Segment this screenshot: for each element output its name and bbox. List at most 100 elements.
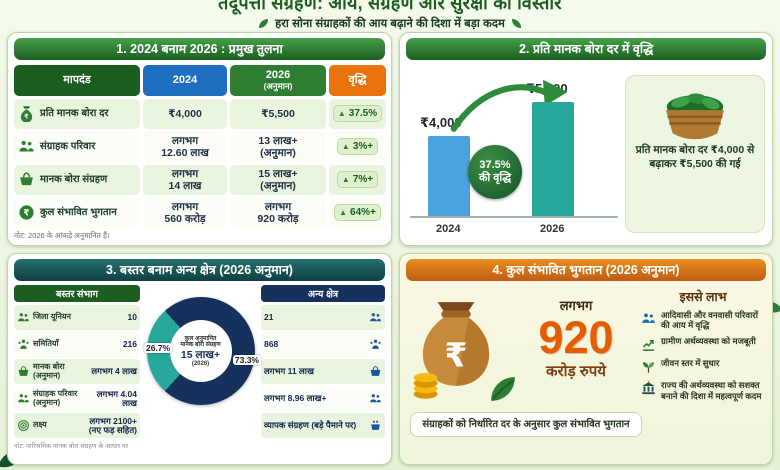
benefit-item: आदिवासी और वनवासी परिवारों की आय में वृद… <box>641 310 765 330</box>
value-2026: लगभग 920 करोड़ <box>230 197 326 228</box>
growth-value: 3%+ <box>352 141 374 153</box>
value-2024: ₹4,000 <box>143 98 227 129</box>
family-icon <box>18 138 35 155</box>
row-label: मानक बोरा (अनुमान) <box>33 362 65 380</box>
region-row: समितियाँ 216 <box>14 332 140 358</box>
value-2024: लगभग 12.60 लाख <box>143 131 227 162</box>
benefit-item: जीवन स्तर में सुधार <box>641 358 765 374</box>
people-icon <box>641 311 656 326</box>
bastar-column-header: बस्तर संभाग <box>14 285 140 303</box>
other-value: लगभग 8.96 लाख+ <box>264 393 327 404</box>
growth-value: 64%+ <box>350 207 376 219</box>
benefit-text: ग्रामीण अर्थव्यवस्था को मजबूती <box>661 336 756 347</box>
growth-badge: ▲ 3%+ <box>336 138 379 156</box>
approx-label: लगभग <box>559 298 593 313</box>
badge-percent: 37.5% <box>479 159 511 172</box>
bar-value-2024: ₹4,000 <box>420 115 462 130</box>
growth-cell: ▲ 3%+ <box>329 131 386 162</box>
value-2024: लगभग 14 लाख <box>143 164 227 195</box>
donut-percent-bastar: 26.7% <box>144 343 173 354</box>
table-row-metric: संग्राहक परिवार <box>14 131 140 162</box>
panels-grid: 1. 2024 बनाम 2026 : प्रमुख तुलना मापदंड … <box>0 30 780 465</box>
total-payment-amount: लगभग 920 करोड़ रुपये <box>512 296 640 381</box>
panel-bastar-vs-other: 3. बस्तर बनाम अन्य क्षेत्र (2026 अनुमान)… <box>7 253 392 465</box>
up-arrow-icon: ▲ <box>337 109 346 119</box>
bastar-value: लगभग 4.04 लाख <box>96 388 137 408</box>
up-arrow-icon: ▲ <box>341 175 350 185</box>
row-label: संग्राहक परिवार (अनुमान) <box>33 389 78 407</box>
benefits-title: इससे लाभ <box>679 290 727 304</box>
committee-icon <box>369 338 382 351</box>
bar-2024 <box>428 136 470 216</box>
chart-axis <box>410 216 618 218</box>
other-value: लगभग 11 लाख <box>264 366 314 377</box>
other-value: व्यापक संग्रहण (बड़े पैमाने पर) <box>264 420 357 431</box>
metric-label: संग्राहक परिवार <box>40 141 96 153</box>
panel-title: 4. कुल संभावित भुगतान (2026 अनुमान) <box>406 259 766 282</box>
region-row: मानक बोरा (अनुमान) लगभग 4 लाख <box>14 359 140 385</box>
money-bag-icon: ₹ <box>18 105 35 124</box>
donut-center-sub: (2026) <box>191 361 210 367</box>
benefit-text: जीवन स्तर में सुधार <box>661 358 720 369</box>
basket-icon <box>17 365 30 378</box>
column-header-2026: 2026 (अनुमान) <box>230 65 326 96</box>
value-2026: 15 लाख+ (अनुमान) <box>230 164 326 195</box>
region-row: लगभग 11 लाख <box>261 359 385 385</box>
svg-text:₹: ₹ <box>24 208 30 218</box>
panel-rate-increase: 2. प्रति मानक बोरा दर में वृद्धि ₹4,000 … <box>399 32 773 246</box>
bastar-value: 10 <box>127 312 137 323</box>
donut-ring: कुल अनुमानित मानक बोरा संग्रहण 15 लाख+ (… <box>146 297 255 406</box>
people-icon <box>17 311 30 324</box>
benefit-text: राज्य की अर्थव्यवस्था को सशक्त बनाने की … <box>661 380 762 401</box>
row-label: जिला यूनियन <box>33 312 71 322</box>
plant-icon <box>641 359 656 374</box>
bar-2026 <box>532 102 574 216</box>
leaf-icon <box>510 17 523 30</box>
other-column-header: अन्य क्षेत्र <box>261 285 385 303</box>
amount-unit: करोड़ रुपये <box>546 363 606 381</box>
growth-badge: ▲ 37.5% <box>332 105 383 123</box>
metric-label: मानक बोरा संग्रहण <box>40 174 108 186</box>
badge-label: की वृद्धि <box>478 172 512 184</box>
table-row-metric: ₹ प्रति मानक बोरा दर <box>14 98 140 129</box>
growth-cell: ▲ 37.5% <box>329 98 386 129</box>
page-header: तेंदूपत्ता संग्रहण: आय, संग्रहण और सुरक्… <box>0 0 780 30</box>
footnote: नोट: पारिश्रमिक मानक बोरा संग्रहण के आधा… <box>14 443 129 451</box>
people-icon <box>369 311 382 324</box>
panel-title: 1. 2024 बनाम 2026 : प्रमुख तुलना <box>14 38 385 61</box>
column-header-growth: वृद्धि <box>329 65 386 96</box>
column-header-metric: मापदंड <box>14 65 140 96</box>
region-row: 21 <box>261 305 385 331</box>
svg-text:₹: ₹ <box>24 114 29 121</box>
bastar-value: 216 <box>122 339 137 350</box>
value-2026: ₹5,500 <box>230 98 326 129</box>
donut-center-value: 15 लाख+ <box>180 348 221 361</box>
footnote: नोट: 2026 के आंकड़े अनुमानित हैं। <box>14 230 110 240</box>
page-subtitle: हरा सोना संग्राहकों की आय बढ़ाने की दिशा… <box>0 16 780 30</box>
page-title: तेंदूपत्ता संग्रहण: आय, संग्रहण और सुरक्… <box>218 0 562 13</box>
region-row: व्यापक संग्रहण (बड़े पैमाने पर) <box>261 413 385 439</box>
region-row: लगभग 8.96 लाख+ <box>261 386 385 412</box>
family-icon <box>369 392 382 405</box>
up-arrow-icon: ▲ <box>339 208 348 218</box>
panel-total-payment: 4. कुल संभावित भुगतान (2026 अनुमान) ₹ लग… <box>399 253 773 465</box>
collection-icon <box>369 419 382 432</box>
family-icon <box>17 392 30 405</box>
amount-value: 920 <box>538 312 614 363</box>
other-value: 21 <box>264 312 274 323</box>
growth-badge: ▲ 7%+ <box>336 171 379 189</box>
region-row: 868 <box>261 332 385 358</box>
benefit-text: आदिवासी और वनवासी परिवारों की आय में वृद… <box>661 310 758 331</box>
target-icon <box>17 419 30 432</box>
region-row: जिला यूनियन 10 <box>14 305 140 331</box>
rate-callout-card: प्रति मानक बोरा दर ₹4,000 से बढ़ाकर ₹5,5… <box>625 75 765 233</box>
bastar-value: लगभग 2100+ (नए फड़ सहित) <box>88 415 137 435</box>
value-2026: 13 लाख+ (अनुमान) <box>230 131 326 162</box>
payment-description: संग्राहकों को निर्धारित दर के अनुसार कुल… <box>410 412 642 437</box>
panel-title: 3. बस्तर बनाम अन्य क्षेत्र (2026 अनुमान) <box>14 259 385 282</box>
other-region-column: अन्य क्षेत्र 21 868 लगभग 11 लाख लगभग 8.9… <box>261 285 385 450</box>
donut-percent-other: 73.3% <box>232 355 261 366</box>
growth-arrow-icon <box>444 71 572 141</box>
growth-cell: ▲ 64%+ <box>329 197 386 228</box>
basket-icon <box>369 365 382 378</box>
